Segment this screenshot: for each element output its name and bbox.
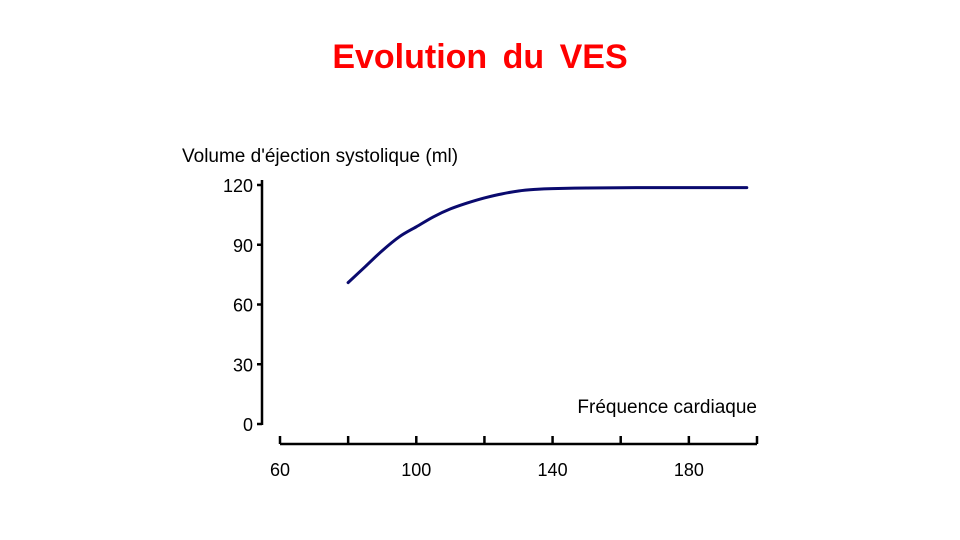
x-tick-label: 180: [674, 460, 704, 480]
y-axis-label: Volume d'éjection systolique (ml): [182, 146, 458, 167]
x-tick-label: 140: [538, 460, 568, 480]
y-tick-label: 120: [223, 176, 253, 196]
page-title: Evolution du VES: [332, 38, 628, 76]
axes: [260, 180, 757, 446]
x-axis-label: Fréquence cardiaque: [577, 397, 757, 418]
y-tick-label: 60: [233, 296, 253, 316]
ticks: 0 30 60 90 120 60 100 140 180: [223, 176, 759, 480]
x-tick-label: 100: [401, 460, 431, 480]
y-tick-label: 90: [233, 236, 253, 256]
y-tick-label: 0: [243, 415, 253, 435]
series-line: [346, 186, 749, 285]
x-tick-label: 60: [270, 460, 290, 480]
series: [346, 186, 749, 285]
y-tick-label: 30: [233, 355, 253, 375]
